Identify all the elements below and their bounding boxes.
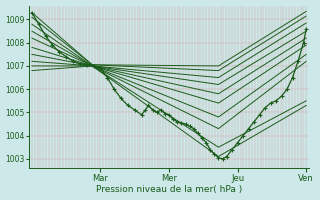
- X-axis label: Pression niveau de la mer( hPa ): Pression niveau de la mer( hPa ): [96, 185, 242, 194]
